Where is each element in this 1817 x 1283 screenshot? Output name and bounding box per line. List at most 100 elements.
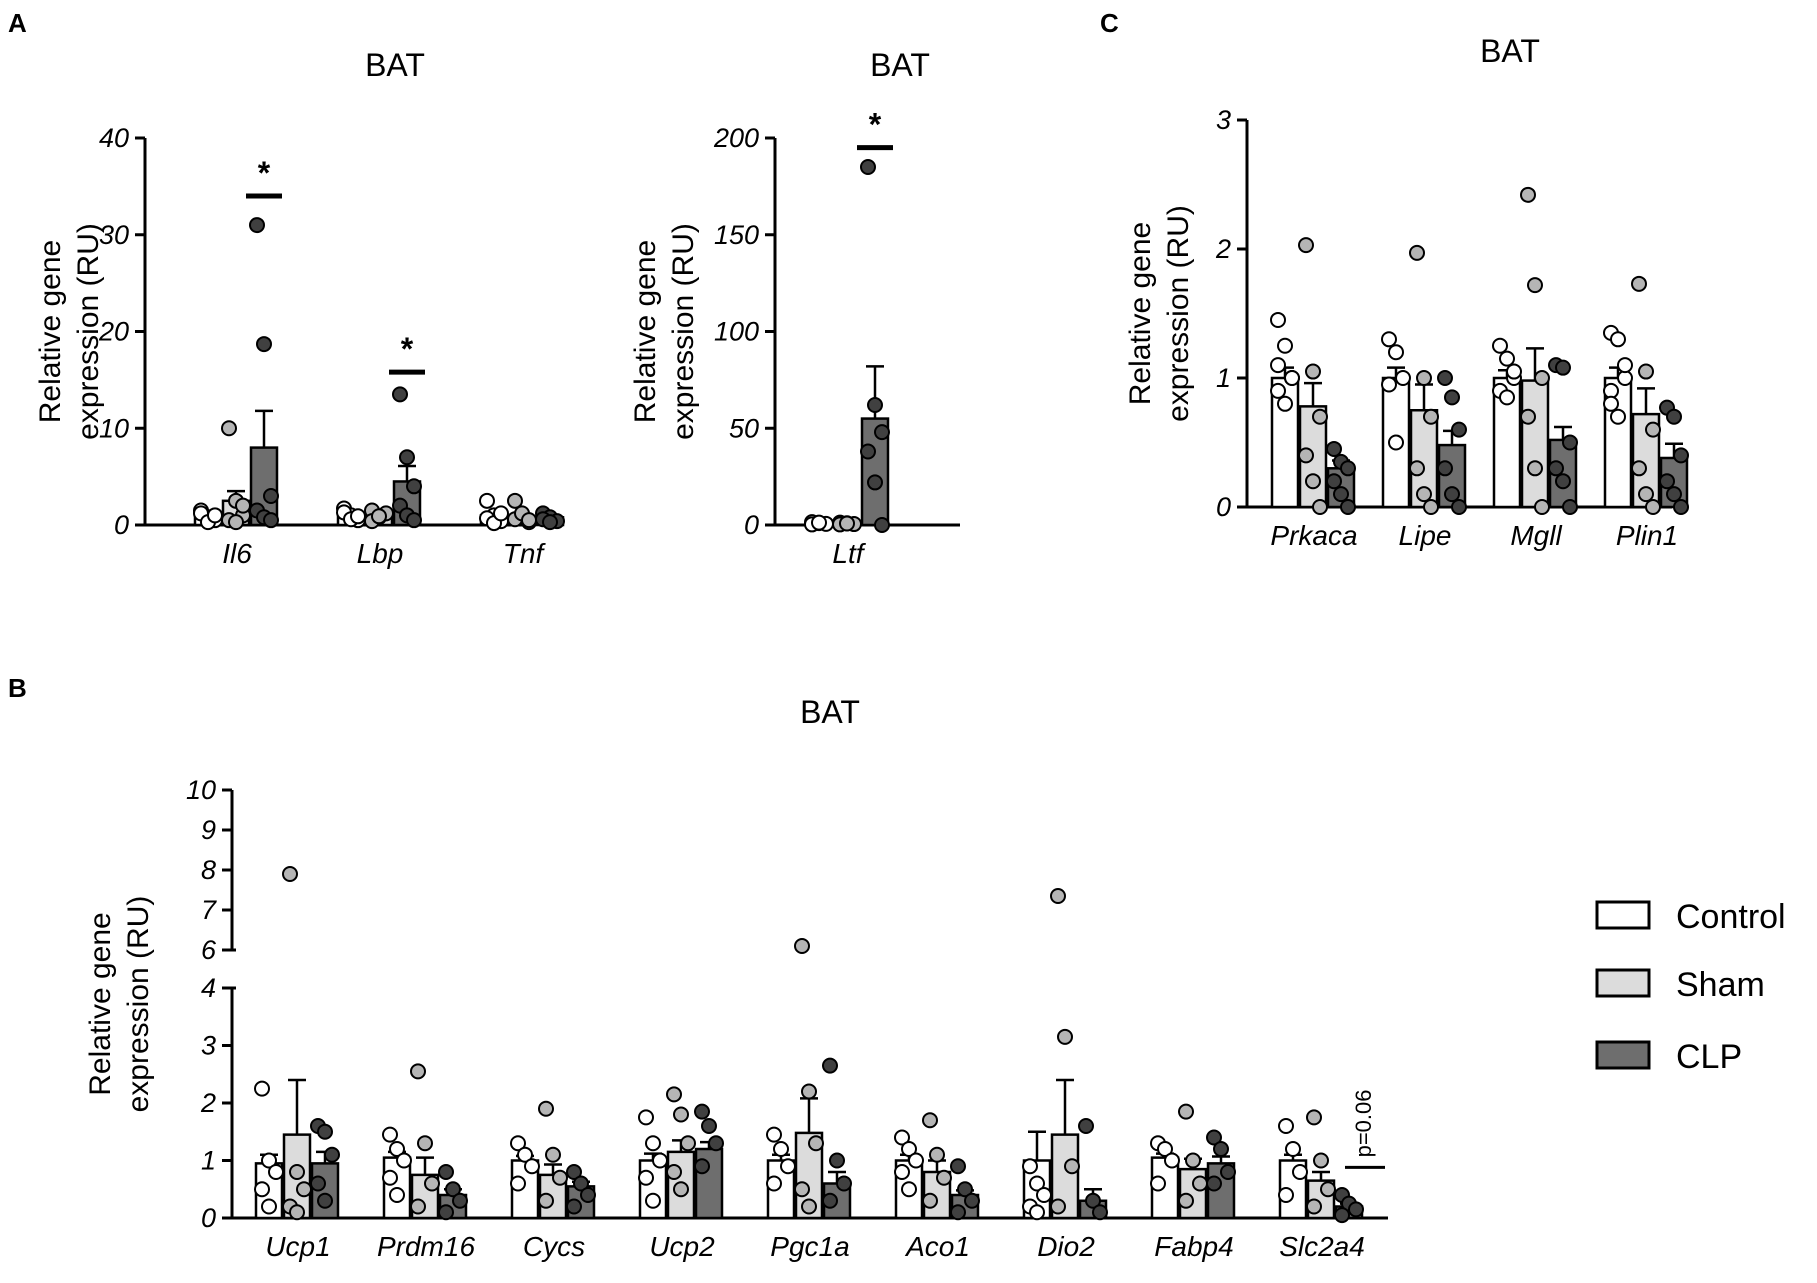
data-point-ucp2-control (638, 1109, 654, 1126)
data-point-cycs-control (510, 1135, 526, 1152)
data-point-cycs-clp (566, 1198, 582, 1215)
data-point-lipe-sham (1409, 460, 1425, 477)
data-point-pgc1a-control (766, 1126, 782, 1143)
data-point-prdm16-sham (410, 1198, 426, 1215)
data-point-ucp2-control (652, 1152, 668, 1169)
x-tick-prdm16: Prdm16 (377, 1231, 475, 1262)
legend-label-control: Control (1676, 898, 1786, 936)
data-point-lipe-sham (1423, 408, 1439, 425)
data-point-aco1-control (901, 1141, 917, 1157)
panel-letter-c: C (1100, 8, 1119, 38)
data-point-aco1-clp (950, 1158, 966, 1175)
data-point-ucp1-clp (324, 1146, 340, 1163)
data-point-plin1-sham (1645, 421, 1661, 438)
data-point-il6-clp (256, 336, 272, 353)
data-point-lbp-clp (399, 449, 415, 466)
data-point-pgc1a-sham (808, 1135, 824, 1152)
data-point-pgc1a-sham (794, 938, 810, 954)
data-point-mgll-clp (1555, 473, 1571, 490)
bar-ucp2-control (638, 1159, 668, 1220)
y-axis-label-line2: expression (RU) (72, 223, 105, 440)
data-point-dio2-control (1029, 1204, 1045, 1221)
data-point-aco1-clp (950, 1204, 966, 1221)
y-tick-label: 3 (201, 1031, 216, 1061)
data-point-prdm16-sham (417, 1135, 433, 1152)
data-point-fabp4-clp (1220, 1164, 1236, 1180)
x-tick-plin1: Plin1 (1616, 520, 1678, 551)
data-point-fabp4-control (1164, 1152, 1180, 1169)
y-tick-label: 0 (744, 510, 759, 540)
data-point-lipe-control (1395, 370, 1411, 386)
data-point-ucp2-control (638, 1169, 654, 1186)
data-point-cycs-sham (552, 1169, 568, 1186)
data-point-ucp2-sham (680, 1135, 696, 1152)
data-point-prkaca-sham (1312, 408, 1328, 425)
data-point-ltf-clp (867, 397, 883, 414)
y-tick-label: 3 (1216, 105, 1231, 135)
data-point-slc2a4-control (1278, 1187, 1294, 1203)
data-point-ucp1-control (254, 1080, 270, 1097)
data-point-prkaca-control (1270, 311, 1286, 328)
data-point-cycs-control (524, 1158, 540, 1175)
significance-star: * (869, 107, 882, 143)
data-point-cycs-clp (573, 1175, 589, 1192)
legend-swatch-sham (1595, 968, 1651, 998)
data-point-aco1-sham (922, 1192, 938, 1209)
data-point-tnf-control (493, 505, 509, 522)
data-point-dio2-clp (1078, 1118, 1094, 1134)
data-point-plin1-sham (1645, 499, 1661, 515)
y-tick-label: 4 (201, 973, 216, 1003)
data-point-slc2a4-sham (1320, 1181, 1336, 1198)
chart-title: BAT (800, 694, 860, 730)
data-point-prkaca-clp (1333, 486, 1349, 503)
y-tick-label: 150 (714, 220, 759, 250)
data-point-ucp1-clp (317, 1123, 333, 1140)
data-point-il6-clp (263, 487, 279, 504)
y-axis-label-line1: Relative gene (34, 240, 67, 423)
y-axis-label-line2: expression (RU) (1162, 205, 1195, 422)
x-tick-prkaca: Prkaca (1270, 520, 1357, 551)
data-point-aco1-control (901, 1181, 917, 1198)
data-point-pgc1a-clp (836, 1175, 852, 1192)
data-point-mgll-control (1499, 389, 1515, 406)
y-tick-label: 50 (729, 413, 759, 443)
y-tick-label: 0 (114, 510, 129, 540)
data-point-prkaca-clp (1340, 499, 1356, 515)
data-point-pgc1a-clp (822, 1192, 838, 1209)
data-point-tnf-sham (521, 512, 537, 529)
y-tick-label: 0 (201, 1203, 216, 1233)
x-tick-pgc1a: Pgc1a (770, 1231, 849, 1262)
data-point-fabp4-clp (1213, 1141, 1229, 1157)
data-point-il6-sham (221, 420, 237, 437)
data-point-prkaca-sham (1312, 499, 1328, 515)
data-point-plin1-control (1603, 395, 1619, 412)
data-point-lipe-control (1381, 331, 1397, 348)
data-point-ltf-clp (867, 474, 883, 491)
data-point-plin1-control (1610, 408, 1626, 425)
y-tick-label: 8 (201, 855, 216, 885)
data-point-fabp4-sham (1185, 1152, 1201, 1169)
y-tick-label: 20 (98, 317, 129, 347)
data-point-cycs-sham (538, 1192, 554, 1209)
y-tick-label: 30 (99, 220, 129, 250)
y-axis-label-line1: Relative gene (629, 240, 662, 423)
y-tick-label: 2 (1215, 234, 1231, 264)
data-point-dio2-sham (1057, 1028, 1073, 1045)
data-point-lipe-clp (1437, 460, 1453, 477)
data-point-plin1-clp (1673, 447, 1689, 464)
data-point-prkaca-clp (1326, 473, 1342, 490)
data-point-ltf-control (811, 514, 827, 531)
data-point-ucp1-sham (289, 1164, 305, 1180)
data-point-fabp4-control (1157, 1141, 1173, 1157)
data-point-cycs-clp (566, 1164, 582, 1180)
data-point-prdm16-sham (410, 1063, 426, 1080)
data-point-prkaca-clp (1340, 460, 1356, 477)
y-tick-label: 2 (200, 1088, 216, 1118)
chart-title: BAT (1480, 33, 1540, 69)
data-point-lipe-clp (1444, 486, 1460, 503)
data-point-pgc1a-sham (794, 1181, 810, 1198)
data-point-prdm16-clp (438, 1204, 454, 1221)
panel-letter-a: A (8, 8, 27, 38)
data-point-slc2a4-control (1285, 1141, 1301, 1157)
data-point-pgc1a-control (773, 1141, 789, 1157)
